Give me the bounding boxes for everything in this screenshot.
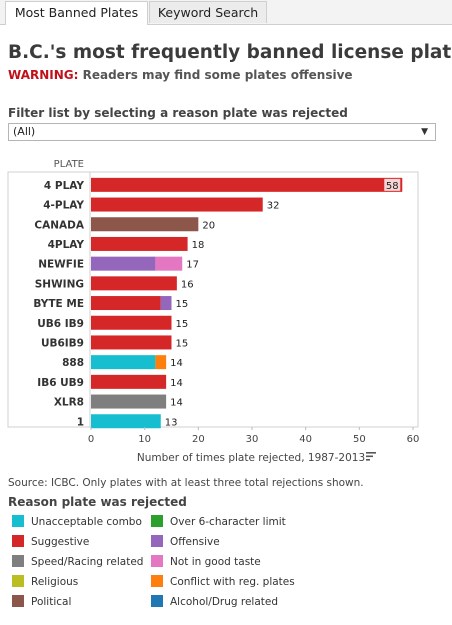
legend-label: Not in good taste bbox=[170, 555, 261, 569]
legend-swatch bbox=[151, 595, 163, 607]
category-label: 4-PLAY bbox=[43, 200, 84, 212]
bar-segment bbox=[91, 178, 402, 192]
x-axis-label: Number of times plate rejected, 1987-201… bbox=[137, 452, 365, 464]
data-label: 14 bbox=[170, 378, 183, 389]
legend-label: Conflict with reg. plates bbox=[170, 575, 295, 589]
warning-prefix: WARNING: bbox=[8, 68, 78, 82]
bar-chart: PLATE 4 PLAY 58 4-PLAY 32 CANADA 20 4PLAY 18 NEWF… bbox=[0, 150, 452, 470]
legend-swatch bbox=[151, 515, 163, 527]
category-label: UB6 IB9 bbox=[37, 318, 84, 330]
legend-swatch bbox=[12, 575, 24, 587]
legend-swatch bbox=[12, 555, 24, 567]
x-tick-label: 30 bbox=[246, 434, 259, 445]
legend-label: Over 6-character limit bbox=[170, 515, 286, 529]
bar-segment bbox=[91, 296, 161, 310]
legend-label: Religious bbox=[31, 575, 78, 589]
legend-swatch bbox=[151, 535, 163, 547]
legend-swatch bbox=[12, 595, 24, 607]
data-label: 18 bbox=[192, 240, 205, 251]
source-note: Source: ICBC. Only plates with at least … bbox=[8, 477, 364, 489]
filter-label: Filter list by selecting a reason plate … bbox=[8, 106, 348, 120]
legend-swatch bbox=[12, 535, 24, 547]
legend-label: Political bbox=[31, 595, 71, 609]
data-label: 15 bbox=[176, 319, 189, 330]
warning-text: WARNING: Readers may find some plates of… bbox=[8, 68, 353, 82]
bar-segment bbox=[91, 257, 155, 271]
data-label: 32 bbox=[267, 201, 280, 212]
bar-segment bbox=[91, 414, 161, 428]
x-tick-label: 10 bbox=[138, 434, 151, 445]
category-label: UB6IB9 bbox=[41, 337, 84, 349]
sort-icon[interactable] bbox=[366, 452, 376, 461]
bar-segment bbox=[161, 296, 172, 310]
reason-filter-dropdown[interactable]: (All) ▼ bbox=[8, 123, 436, 141]
bar-segment bbox=[91, 395, 166, 409]
category-label: 4 PLAY bbox=[44, 180, 84, 192]
bar-segment bbox=[91, 316, 172, 330]
x-tick-label: 60 bbox=[407, 434, 420, 445]
data-label: 13 bbox=[165, 417, 178, 428]
x-tick-label: 0 bbox=[88, 434, 94, 445]
bar-segment bbox=[91, 355, 155, 369]
chevron-down-icon: ▼ bbox=[421, 124, 428, 140]
legend-label: Offensive bbox=[170, 535, 220, 549]
tab-keyword-search[interactable]: Keyword Search bbox=[149, 1, 267, 23]
category-label: 4PLAY bbox=[48, 239, 85, 251]
category-label: IB6 UB9 bbox=[37, 377, 84, 389]
x-tick-label: 20 bbox=[192, 434, 205, 445]
warning-message: Readers may find some plates offensive bbox=[78, 68, 352, 82]
data-label: 15 bbox=[176, 299, 189, 310]
data-label: 20 bbox=[202, 220, 215, 231]
legend-label: Unacceptable combo bbox=[31, 515, 142, 529]
legend-label: Speed/Racing related bbox=[31, 555, 143, 569]
legend-swatch bbox=[151, 555, 163, 567]
legend-swatch bbox=[12, 515, 24, 527]
category-label: XLR8 bbox=[54, 397, 84, 409]
bar-segment bbox=[91, 217, 198, 231]
category-label: CANADA bbox=[34, 219, 84, 231]
legend-label: Alcohol/Drug related bbox=[170, 595, 278, 609]
tab-most-banned-plates[interactable]: Most Banned Plates bbox=[5, 1, 148, 25]
category-label: 888 bbox=[62, 357, 84, 369]
category-label: 1 bbox=[77, 416, 84, 428]
x-tick-label: 40 bbox=[299, 434, 312, 445]
page-title: B.C.'s most frequently banned license pl… bbox=[8, 42, 452, 63]
row-header: PLATE bbox=[54, 159, 84, 170]
legend-label: Suggestive bbox=[31, 535, 89, 549]
bar-segment bbox=[91, 375, 166, 389]
legend-title: Reason plate was rejected bbox=[8, 495, 187, 509]
data-label: 15 bbox=[176, 338, 189, 349]
bar-segment bbox=[155, 355, 166, 369]
data-label: 14 bbox=[170, 358, 183, 369]
data-label: 17 bbox=[186, 260, 199, 271]
bar-segment bbox=[91, 276, 177, 290]
tab-bar: Most Banned Plates Keyword Search bbox=[0, 0, 452, 25]
legend-swatch bbox=[151, 575, 163, 587]
bar-segment bbox=[91, 198, 263, 212]
bar-segment bbox=[91, 335, 172, 349]
data-label: 16 bbox=[181, 279, 194, 290]
category-label: SHWING bbox=[35, 278, 84, 290]
data-label: 14 bbox=[170, 398, 183, 409]
x-tick-label: 50 bbox=[353, 434, 366, 445]
category-label: BYTE ME bbox=[33, 298, 84, 310]
reason-filter-value: (All) bbox=[13, 125, 35, 138]
data-label: 58 bbox=[386, 181, 399, 192]
bar-segment bbox=[155, 257, 182, 271]
category-label: NEWFIE bbox=[38, 259, 84, 271]
bar-segment bbox=[91, 237, 188, 251]
